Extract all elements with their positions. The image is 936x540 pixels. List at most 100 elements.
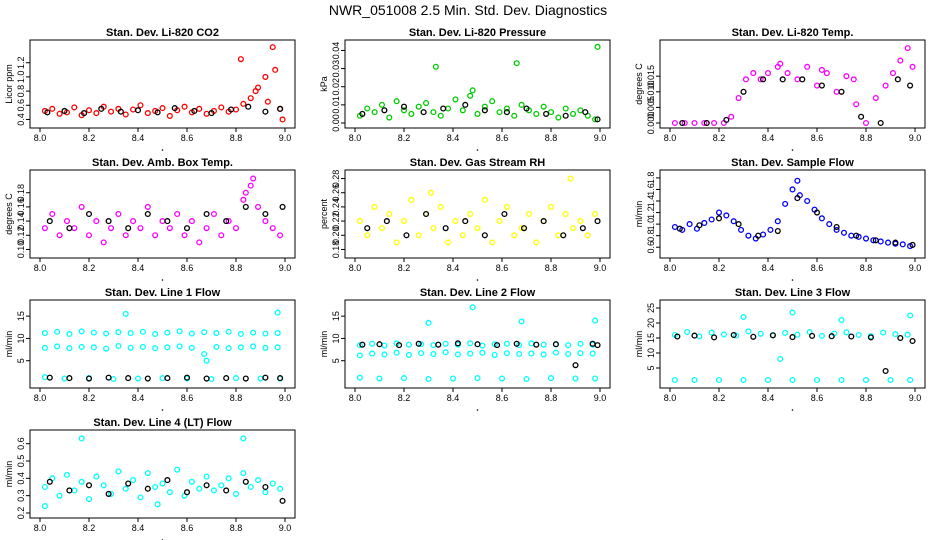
x-tick-label: 9.0 bbox=[909, 393, 922, 403]
data-point bbox=[174, 210, 181, 218]
data-point bbox=[154, 501, 161, 508]
data-point bbox=[853, 232, 860, 239]
data-point bbox=[503, 105, 510, 112]
data-point bbox=[757, 76, 764, 83]
data-point bbox=[41, 225, 48, 232]
data-point bbox=[386, 210, 393, 218]
data-point bbox=[393, 349, 400, 356]
data-point bbox=[430, 109, 437, 116]
y-tick-label: 0.20 bbox=[331, 227, 341, 245]
data-point bbox=[764, 70, 772, 77]
data-point bbox=[85, 107, 93, 114]
data-point bbox=[274, 330, 281, 337]
y-tick-label: 0.6 bbox=[16, 437, 26, 450]
data-point bbox=[833, 223, 840, 231]
plot-frame bbox=[29, 169, 296, 259]
data-point bbox=[71, 225, 78, 232]
data-point bbox=[393, 239, 400, 246]
data-point bbox=[452, 96, 459, 103]
data-point bbox=[262, 330, 269, 337]
x-tick-label: 8.4 bbox=[762, 133, 775, 143]
data-point bbox=[440, 105, 447, 112]
data-point bbox=[250, 343, 257, 350]
data-point bbox=[400, 103, 408, 110]
series-avg bbox=[359, 340, 601, 369]
data-point bbox=[467, 340, 474, 347]
data-point bbox=[54, 343, 61, 350]
data-point bbox=[56, 492, 63, 499]
data-point bbox=[794, 76, 801, 83]
data-point bbox=[254, 203, 262, 210]
data-point bbox=[594, 43, 601, 50]
data-point bbox=[418, 341, 425, 348]
y-axis-label: ml/min bbox=[4, 461, 14, 488]
data-point bbox=[137, 494, 144, 501]
series-middle bbox=[41, 309, 281, 364]
series-lower bbox=[356, 374, 599, 383]
data-point bbox=[115, 468, 122, 475]
data-point bbox=[46, 218, 53, 225]
data-point bbox=[85, 375, 93, 382]
series-data bbox=[41, 175, 284, 246]
data-point bbox=[213, 330, 220, 337]
data-point bbox=[430, 225, 437, 232]
x-axis-marker bbox=[476, 279, 479, 281]
y-axis-label: ml/min bbox=[634, 331, 644, 358]
data-point bbox=[418, 350, 425, 357]
series-avg bbox=[46, 203, 286, 232]
data-point bbox=[242, 189, 249, 196]
x-tick-label: 8.6 bbox=[811, 393, 824, 403]
data-point bbox=[223, 218, 230, 225]
data-point bbox=[225, 475, 232, 482]
x-tick-label: 9.0 bbox=[594, 393, 607, 403]
data-point bbox=[691, 332, 698, 339]
data-point bbox=[61, 375, 68, 382]
data-point bbox=[223, 375, 230, 382]
data-point bbox=[359, 341, 366, 348]
data-point bbox=[125, 375, 132, 382]
y-tick-label: 15 bbox=[646, 333, 656, 343]
data-point bbox=[907, 376, 914, 384]
y-tick-label: 0.28 bbox=[331, 170, 341, 188]
data-point bbox=[594, 342, 601, 349]
data-point bbox=[838, 376, 845, 384]
data-point bbox=[430, 342, 437, 349]
x-tick-label: 8.6 bbox=[181, 393, 194, 403]
data-point bbox=[203, 210, 210, 218]
y-tick-label: 0.10 bbox=[16, 241, 26, 259]
data-point bbox=[49, 105, 56, 112]
data-point bbox=[701, 219, 708, 227]
data-point bbox=[496, 218, 503, 225]
data-point bbox=[877, 238, 884, 245]
y-tick-label: 0.01 bbox=[331, 96, 341, 114]
data-point bbox=[592, 317, 599, 324]
data-point bbox=[540, 103, 547, 110]
data-point bbox=[904, 331, 911, 338]
x-tick-label: 8.6 bbox=[496, 133, 509, 143]
y-axis-label: ml/min bbox=[319, 331, 329, 358]
y-tick-label: 10 bbox=[646, 348, 656, 358]
data-point bbox=[356, 218, 363, 225]
panel-title: Stan. Dev. Li-820 Temp. bbox=[732, 27, 854, 39]
data-point bbox=[782, 200, 789, 207]
data-point bbox=[144, 485, 151, 492]
data-point bbox=[552, 341, 559, 348]
data-point bbox=[764, 376, 772, 384]
data-point bbox=[274, 344, 281, 351]
data-point bbox=[467, 210, 474, 218]
data-point bbox=[533, 110, 540, 117]
data-point bbox=[232, 490, 240, 497]
data-point bbox=[103, 330, 110, 337]
data-point bbox=[262, 374, 269, 381]
data-point bbox=[757, 330, 764, 337]
data-point bbox=[46, 374, 53, 381]
data-point bbox=[892, 239, 899, 246]
data-point bbox=[225, 345, 232, 352]
y-tick-label: 10 bbox=[331, 333, 341, 343]
data-point bbox=[63, 218, 70, 225]
y-tick-label: 0.8 bbox=[646, 229, 656, 242]
data-point bbox=[359, 110, 366, 117]
chart-panel-1: Stan. Dev. Li-820 CO2 8.0 8.2 8.4 8.6 8.8 9.0 0… bbox=[4, 27, 296, 151]
data-point bbox=[203, 357, 210, 364]
